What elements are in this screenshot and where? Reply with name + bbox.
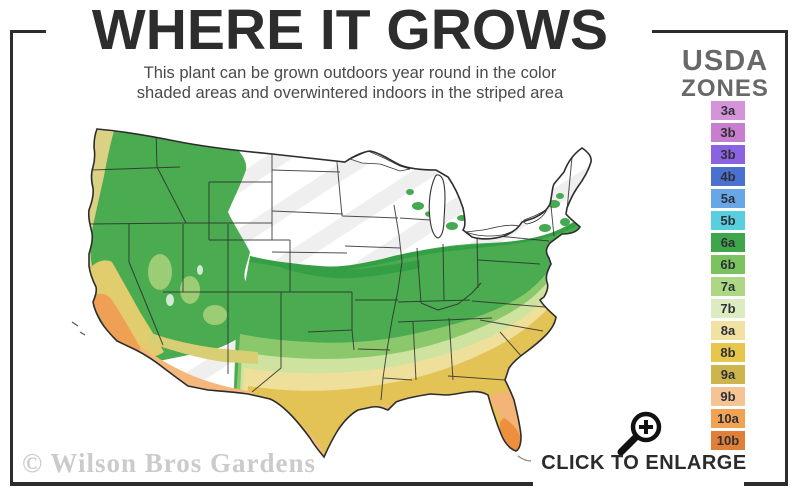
zone-legend-list: 3a 3b 3b 4b 5a 5b 6a 6b 7a 7b 8a 8b 9a 9b 10a 10b (711, 101, 745, 453)
page-title: WHERE IT GROWS (91, 0, 609, 62)
zone-swatch-10a: 10a (711, 409, 745, 428)
zone-swatch-7b: 7b (711, 299, 745, 318)
frame-left (10, 30, 13, 486)
zone-swatch-3b: 3b (711, 145, 745, 164)
frame-bottom-left (10, 482, 533, 486)
subtitle-line-2: shaded areas and overwintered indoors in… (136, 84, 564, 102)
click-to-enlarge-label[interactable]: CLICK TO ENLARGE (541, 452, 747, 474)
legend-title-line-2: ZONES (681, 75, 769, 102)
zone-swatch-3b: 3b (711, 123, 745, 142)
legend-title-line-1: USDA (681, 45, 769, 77)
magnifier-zoom-icon[interactable] (612, 405, 670, 457)
zone-swatch-9a: 9a (711, 365, 745, 384)
channel-islands (71, 321, 86, 336)
lake-superior (348, 150, 411, 172)
frame-right (785, 30, 788, 486)
page-subtitle: This plant can be grown outdoors year ro… (40, 63, 660, 103)
legend-title: USDA ZONES (664, 46, 786, 101)
frame-top-right (652, 30, 788, 33)
zone-swatch-3a: 3a (711, 101, 745, 120)
zone-swatch-5a: 5a (711, 189, 745, 208)
zone-swatch-6a: 6a (711, 233, 745, 252)
zone-swatch-10b: 10b (711, 431, 745, 450)
frame-bottom-right (744, 482, 788, 486)
zone-swatch-8a: 8a (711, 321, 745, 340)
zone-swatch-8b: 8b (711, 343, 745, 362)
zone-swatch-7a: 7a (711, 277, 745, 296)
zone-swatch-4b: 4b (711, 167, 745, 186)
zone-swatch-6b: 6b (711, 255, 745, 274)
us-outline (87, 128, 592, 459)
frame-top-left (10, 30, 46, 33)
subtitle-line-1: This plant can be grown outdoors year ro… (143, 64, 557, 82)
zone-shading (88, 129, 592, 457)
florida-keys (517, 455, 532, 462)
lake-michigan (428, 174, 446, 239)
state-borders (88, 129, 573, 401)
watermark: © Wilson Bros Gardens (22, 448, 316, 478)
zone-swatch-9b: 9b (711, 387, 745, 406)
zone-swatch-5b: 5b (711, 211, 745, 230)
